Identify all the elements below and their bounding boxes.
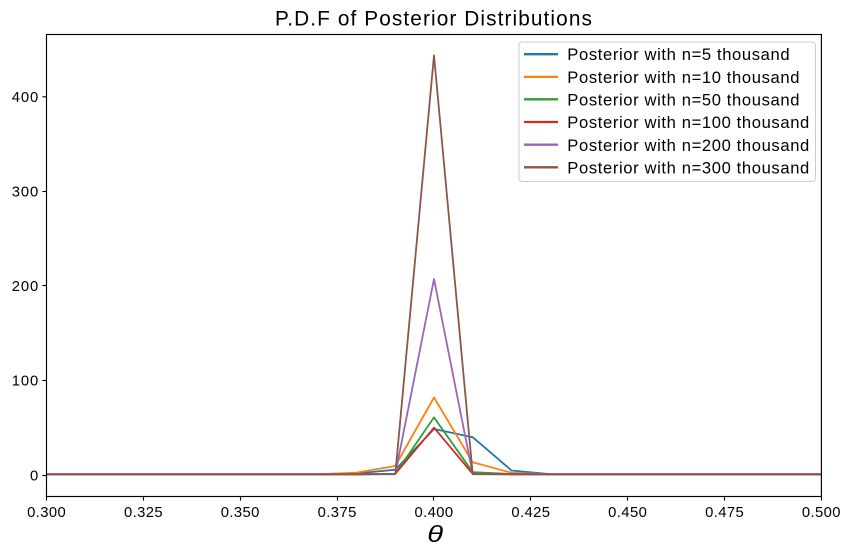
svg-text:0.425: 0.425: [511, 505, 550, 521]
svg-text:400: 400: [12, 90, 39, 106]
svg-text:Posterior with n=5 thousand: Posterior with n=5 thousand: [567, 45, 790, 64]
svg-text:0.400: 0.400: [414, 505, 453, 521]
svg-text:0.500: 0.500: [802, 505, 841, 521]
svg-text:200: 200: [12, 279, 39, 295]
svg-text:0.325: 0.325: [124, 505, 163, 521]
svg-text:100: 100: [12, 374, 39, 390]
svg-text:0.350: 0.350: [221, 505, 260, 521]
svg-text:0.300: 0.300: [27, 505, 66, 521]
svg-text:P.D.F of Posterior Distributio: P.D.F of Posterior Distributions: [275, 8, 593, 31]
svg-text:Posterior with n=100 thousand: Posterior with n=100 thousand: [567, 113, 810, 132]
svg-text:Posterior with n=200 thousand: Posterior with n=200 thousand: [567, 136, 810, 155]
svg-text:Posterior with n=300 thousand: Posterior with n=300 thousand: [567, 159, 810, 178]
svg-text:300: 300: [12, 185, 39, 201]
svg-text:Posterior with n=10 thousand: Posterior with n=10 thousand: [567, 68, 800, 87]
svg-text:0.375: 0.375: [318, 505, 357, 521]
svg-text:Posterior with n=50 thousand: Posterior with n=50 thousand: [567, 91, 800, 110]
svg-text:0.475: 0.475: [705, 505, 744, 521]
svg-text:θ: θ: [427, 521, 443, 547]
svg-text:0.450: 0.450: [608, 505, 647, 521]
svg-text:0: 0: [30, 468, 39, 484]
